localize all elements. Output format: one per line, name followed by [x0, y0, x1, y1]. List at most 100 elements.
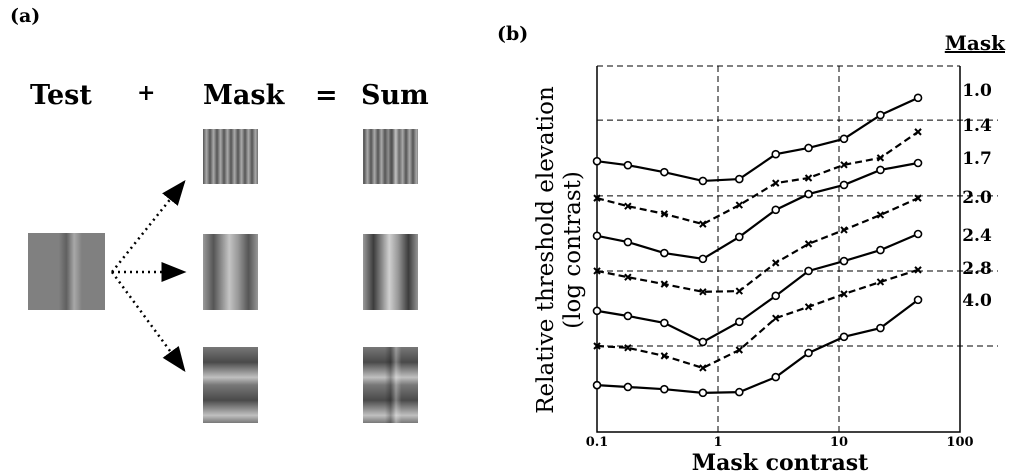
point	[913, 295, 923, 305]
legend-label: 2.8	[962, 259, 992, 279]
point	[660, 280, 669, 288]
legend-title: Mask	[945, 31, 1006, 55]
point	[735, 201, 744, 209]
point	[839, 256, 849, 266]
series-line	[596, 298, 919, 394]
point	[913, 158, 923, 168]
point	[660, 352, 669, 360]
point	[839, 180, 849, 190]
point	[804, 143, 813, 153]
point	[660, 167, 669, 177]
x-tick-label: 1	[713, 435, 722, 450]
point	[698, 337, 708, 347]
legend-label: 2.0	[962, 188, 992, 208]
legend-label: 1.4	[962, 116, 992, 136]
point	[876, 110, 885, 120]
sum-overlay	[363, 129, 418, 184]
panel-label: (b)	[497, 23, 528, 45]
mask-grating	[203, 234, 258, 310]
x-tick-label: 0.1	[586, 435, 609, 450]
sum-label: Sum	[361, 80, 429, 111]
point	[624, 344, 632, 352]
axis-frame	[596, 66, 961, 433]
panel-label: (a)	[10, 5, 40, 27]
point	[804, 240, 813, 248]
mask-label: Mask	[203, 80, 286, 111]
point	[876, 278, 885, 286]
legend-label: 1.0	[962, 81, 992, 101]
point	[735, 232, 744, 242]
x-axis-label: Mask contrast	[692, 450, 869, 476]
point	[698, 388, 708, 398]
point	[914, 266, 922, 274]
test-label: Test	[30, 80, 92, 111]
point	[735, 287, 744, 295]
point	[876, 154, 885, 162]
point	[804, 189, 813, 199]
point	[876, 211, 885, 219]
point	[771, 291, 781, 301]
series-line	[596, 232, 919, 344]
point	[624, 273, 632, 281]
legend-label: 2.4	[962, 226, 992, 246]
point	[593, 194, 601, 202]
point	[623, 382, 633, 392]
point	[698, 254, 708, 264]
point	[592, 156, 602, 166]
mask-grating	[203, 129, 258, 184]
point	[804, 266, 813, 276]
point	[772, 314, 780, 322]
point	[735, 174, 744, 184]
point	[593, 342, 601, 350]
x-tick-label: 100	[946, 435, 973, 450]
arrow	[111, 180, 186, 273]
point	[699, 220, 707, 228]
point	[735, 317, 744, 327]
point	[771, 205, 781, 215]
x-tick-label: 10	[830, 435, 848, 450]
point	[839, 332, 849, 342]
point	[876, 245, 885, 255]
point	[771, 149, 781, 159]
point	[699, 364, 707, 372]
series-line	[596, 268, 919, 370]
point	[913, 93, 923, 103]
arrow	[110, 271, 186, 373]
point	[623, 160, 633, 170]
point	[840, 290, 848, 298]
point	[913, 229, 923, 239]
sum-grating	[363, 234, 418, 310]
point	[914, 194, 922, 202]
point	[660, 210, 669, 218]
point	[772, 179, 780, 187]
y-axis-label: (log contrast)	[560, 171, 586, 329]
point	[840, 161, 848, 169]
point	[735, 346, 744, 354]
point	[804, 348, 813, 358]
point	[876, 165, 885, 175]
point	[623, 311, 633, 321]
point	[804, 303, 813, 311]
point	[840, 226, 848, 234]
series-line	[596, 130, 919, 226]
point	[660, 318, 669, 328]
point	[623, 237, 633, 247]
plus-sign: +	[137, 80, 155, 106]
point	[660, 384, 669, 394]
point	[660, 248, 669, 258]
point	[914, 128, 922, 136]
point	[699, 288, 707, 296]
y-axis-label: Relative threshold elevation	[533, 86, 559, 414]
series-line	[596, 197, 919, 293]
point	[771, 372, 781, 382]
mask-grating	[203, 347, 258, 423]
point	[839, 134, 849, 144]
test-grating	[28, 233, 105, 310]
equals-sign: =	[315, 80, 338, 111]
legend-label: 4.0	[962, 291, 992, 311]
point	[772, 259, 780, 267]
point	[876, 323, 885, 333]
point	[592, 231, 602, 241]
legend-label: 1.7	[962, 149, 992, 169]
